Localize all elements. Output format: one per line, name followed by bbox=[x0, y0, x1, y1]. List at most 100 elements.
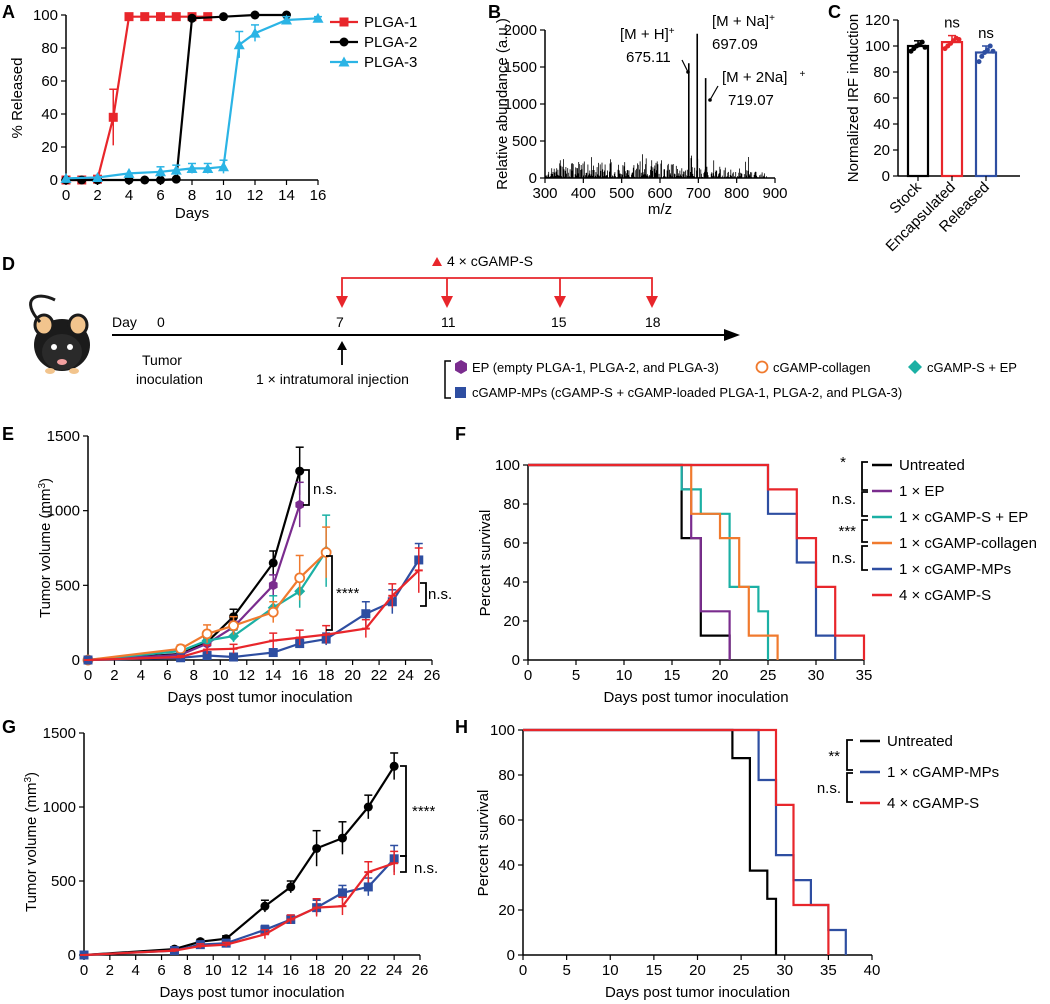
y-tick-label: 100 bbox=[865, 38, 890, 55]
survival-curve-4-cgamp-s bbox=[523, 728, 830, 955]
x-tick-label: 0 bbox=[80, 962, 88, 979]
y-tick-label: 0 bbox=[507, 947, 515, 964]
y-tick-label: 0 bbox=[882, 168, 890, 185]
y-tick-label: 0 bbox=[50, 172, 58, 189]
series-1-cgamp-mps bbox=[83, 542, 424, 665]
x-tick-label: 5 bbox=[562, 962, 570, 979]
significance-bracket bbox=[400, 765, 407, 857]
data-point bbox=[979, 53, 985, 59]
y-tick-label: 0 bbox=[512, 652, 520, 669]
y-axis-label-main: Percent survival bbox=[475, 790, 492, 897]
schedule-diagram: Day 0 7 11 15 18 4 × cGAMP-S Tumor inocu… bbox=[29, 253, 1017, 400]
y-tick-label: 1000 bbox=[43, 799, 76, 816]
y-axis-label-main: Normalized IRF induction bbox=[845, 14, 862, 182]
peak-ion-label: [M + Na]+ bbox=[712, 13, 775, 31]
legend-label: 1 × cGAMP-collagen bbox=[899, 535, 1037, 552]
data-point bbox=[202, 162, 214, 173]
x-tick-label: 4 bbox=[132, 962, 140, 979]
y-axis-label: Percent survival bbox=[477, 510, 494, 617]
significance-bracket bbox=[861, 491, 868, 517]
series-line bbox=[66, 15, 208, 182]
data-point bbox=[187, 13, 197, 23]
survival-curve-1-ep bbox=[528, 463, 731, 660]
y-tick-label: 40 bbox=[503, 574, 520, 591]
data-point bbox=[92, 172, 103, 183]
x-tick-label: 16 bbox=[310, 187, 327, 204]
y-tick-label: 80 bbox=[41, 40, 58, 57]
data-point bbox=[124, 12, 134, 22]
data-point bbox=[956, 37, 962, 42]
series-line bbox=[65, 17, 319, 180]
data-point bbox=[361, 609, 371, 619]
data-point bbox=[170, 164, 182, 175]
legend-label: 4 × cGAMP-S bbox=[899, 587, 991, 604]
y-tick-label: 0 bbox=[68, 947, 76, 964]
x-tick-label: 400 bbox=[571, 185, 596, 202]
x-tick-label: 10 bbox=[602, 962, 619, 979]
chart-g-tumor-volume: 0 2 4 6 8 10 12 14 16 18 20 22 24 26050010001500Days … bbox=[23, 725, 439, 1001]
panel-label-c: C bbox=[828, 2, 841, 22]
data-point bbox=[218, 161, 229, 172]
x-tick-label: 15 bbox=[646, 962, 663, 979]
x-tick-label: 2 bbox=[106, 962, 114, 979]
data-point bbox=[320, 547, 332, 558]
x-tick-label: 8 bbox=[190, 667, 198, 684]
x-tick-label: 30 bbox=[776, 962, 793, 979]
significance-label: **** bbox=[336, 585, 360, 602]
significance-label: *** bbox=[838, 523, 856, 540]
data-point bbox=[339, 17, 349, 27]
day-0-label: 0 bbox=[157, 314, 165, 330]
significance-bracket bbox=[303, 469, 310, 506]
significance-label: n.s. bbox=[313, 481, 337, 498]
data-point bbox=[123, 167, 135, 178]
peak-charge: + bbox=[799, 69, 805, 80]
data-point bbox=[976, 59, 982, 65]
data-point bbox=[281, 14, 292, 25]
series-line bbox=[87, 559, 420, 662]
x-tick-label: 0 bbox=[84, 667, 92, 684]
data-point bbox=[919, 39, 925, 45]
peak-pointer-head bbox=[686, 70, 690, 74]
series-1-ep bbox=[83, 481, 304, 665]
series-line bbox=[87, 470, 301, 662]
tumor-label-line2: inoculation bbox=[136, 371, 203, 387]
y-tick-label: 20 bbox=[503, 613, 520, 630]
diamond-icon bbox=[908, 360, 922, 374]
panel-label-f: F bbox=[455, 424, 466, 444]
legend-label: 4 × cGAMP-S bbox=[887, 795, 979, 812]
day-7-label: 7 bbox=[336, 314, 344, 330]
data-point bbox=[338, 56, 350, 67]
data-point bbox=[171, 174, 181, 184]
significance-label: n.s. bbox=[832, 550, 856, 567]
significance-bracket bbox=[400, 855, 407, 873]
x-tick-label: 25 bbox=[760, 667, 777, 684]
x-tick-label: 16 bbox=[282, 962, 299, 979]
y-tick-label: 1500 bbox=[47, 428, 80, 445]
data-point bbox=[363, 882, 373, 892]
x-tick-label: 12 bbox=[238, 667, 255, 684]
panel-label-b: B bbox=[488, 2, 501, 22]
y-axis-label: Percent survival bbox=[475, 790, 492, 897]
survival-curve-1-cgamp-s-ep bbox=[528, 463, 770, 660]
chart-a-release: 0 2 4 6 8 10 12 14 16 0 20 40 60 80 100 Days % Released P… bbox=[9, 7, 417, 222]
significance-bracket bbox=[846, 739, 853, 771]
y-axis-label-end: ) bbox=[37, 478, 54, 483]
peak-ion: [M + 2Na] bbox=[722, 69, 787, 86]
x-tick-label: 600 bbox=[647, 185, 672, 202]
peak-charge: + bbox=[769, 13, 775, 24]
timeline-arrowhead bbox=[724, 329, 740, 341]
x-tick-label: 26 bbox=[412, 962, 429, 979]
x-tick-label: 20 bbox=[689, 962, 706, 979]
peak-mz-label: 697.09 bbox=[712, 36, 758, 53]
series-line bbox=[87, 569, 420, 662]
x-tick-label: 6 bbox=[157, 962, 165, 979]
significance-label: **** bbox=[412, 803, 436, 820]
x-tick-label: 10 bbox=[616, 667, 633, 684]
series-untreated bbox=[83, 446, 305, 665]
y-tick-label: 20 bbox=[41, 139, 58, 156]
data-point bbox=[922, 44, 928, 50]
legend-ep: EP (empty PLGA-1, PLGA-2, and PLGA-3) bbox=[472, 360, 719, 375]
y-tick-label: 100 bbox=[33, 7, 58, 24]
panel-label-e: E bbox=[2, 424, 14, 444]
